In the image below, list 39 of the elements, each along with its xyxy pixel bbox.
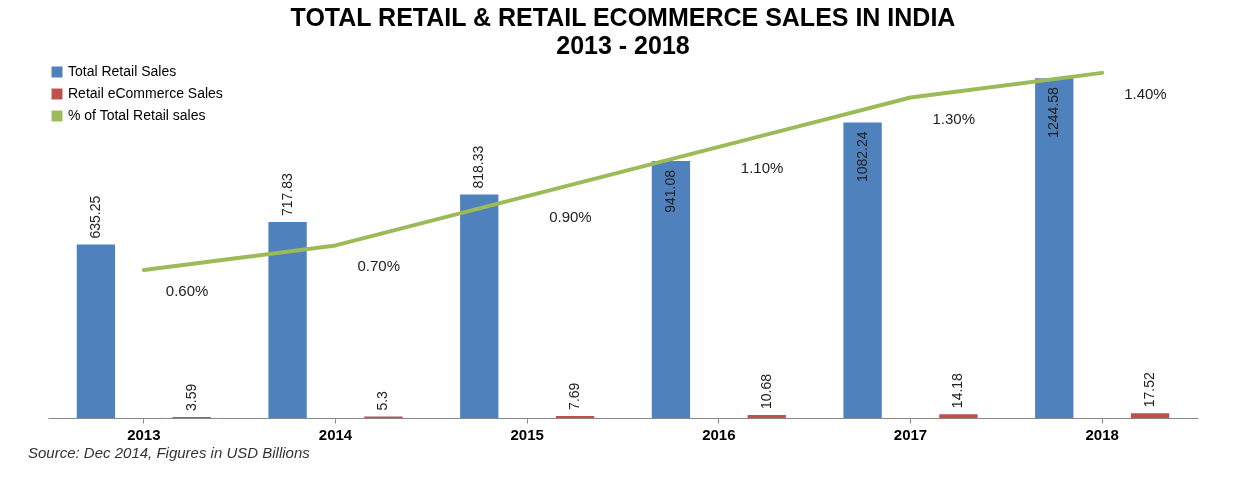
legend-label: % of Total Retail sales: [68, 107, 206, 123]
source-note: Source: Dec 2014, Figures in USD Billions: [28, 444, 311, 461]
legend-label: Total Retail Sales: [68, 63, 177, 79]
data-label: 717.83: [278, 172, 295, 216]
bar: [268, 221, 307, 418]
bar: [1035, 78, 1074, 418]
data-label: 3.59: [182, 383, 199, 412]
data-label: 1.30%: [932, 109, 976, 127]
x-tick-label: 2015: [510, 425, 544, 443]
data-label: 1.10%: [740, 158, 784, 176]
x-tick-label: 2014: [318, 425, 353, 443]
data-label: 941.08: [661, 169, 678, 213]
data-label: 818.33: [470, 145, 487, 189]
bar: [939, 414, 978, 418]
bar: [747, 415, 786, 418]
x-tick-label: 2018: [1085, 425, 1119, 443]
data-label: 0.60%: [165, 282, 209, 300]
data-label: 5.3: [374, 390, 391, 411]
bar: [460, 194, 499, 418]
x-tick-label: 2013: [127, 425, 161, 443]
legend-label: Retail eCommerce Sales: [68, 85, 223, 101]
data-label: 0.90%: [549, 208, 592, 226]
data-label: 1.40%: [1124, 84, 1167, 102]
data-label: 10.68: [757, 373, 774, 410]
chart-title: TOTAL RETAIL & RETAIL ECOMMERCE SALES IN INDIA 2013 - 2018: [290, 3, 956, 59]
data-label: 0.70%: [357, 257, 401, 275]
bar: [555, 415, 595, 418]
data-label: 635.25: [86, 195, 103, 239]
bar: [843, 122, 882, 418]
bar: [1130, 413, 1170, 418]
data-label: 1244.58: [1045, 86, 1062, 138]
data-label: 1082.24: [853, 131, 870, 183]
data-label: 17.52: [1141, 371, 1158, 408]
x-tick-label: 2017: [893, 425, 928, 443]
bar: [651, 161, 691, 418]
bar: [76, 244, 116, 418]
data-label: 14.18: [949, 372, 966, 409]
x-tick-label: 2016: [702, 425, 736, 443]
data-label: 7.69: [566, 382, 583, 410]
